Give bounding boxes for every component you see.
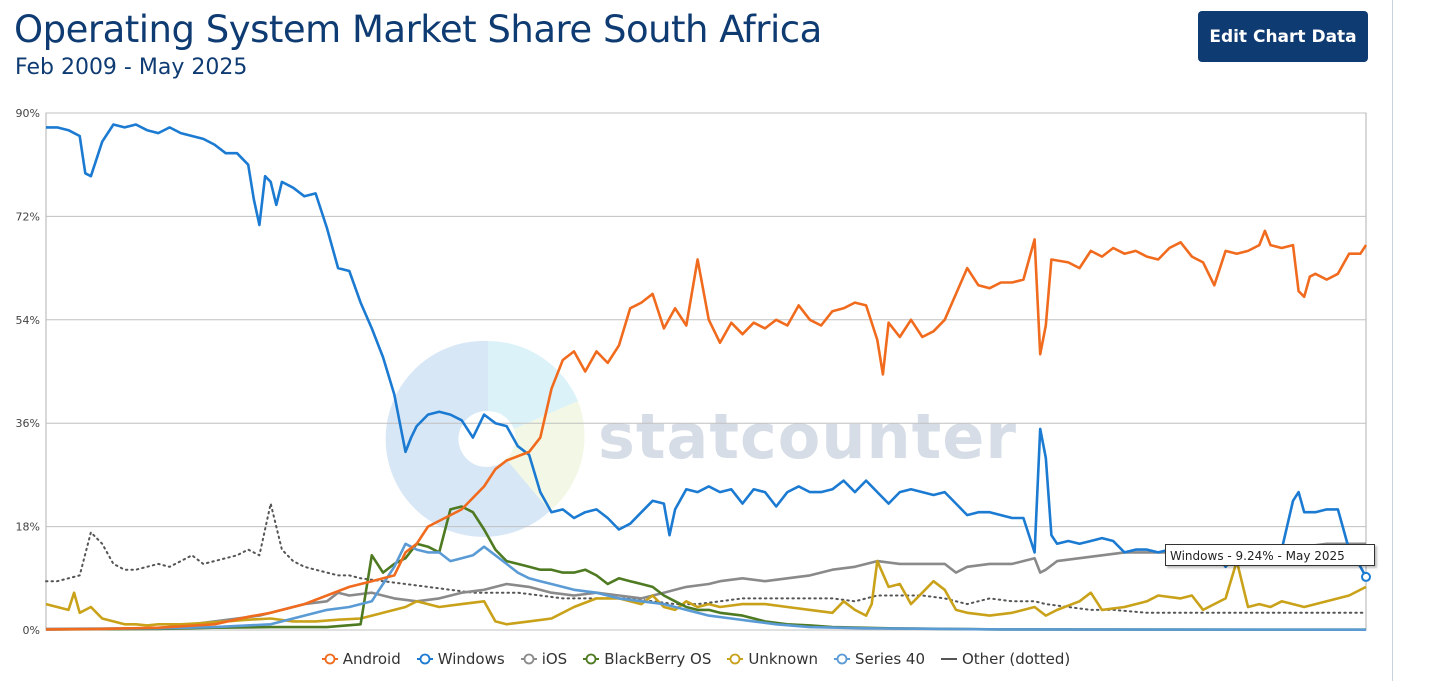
legend-symbol-icon xyxy=(520,653,537,665)
legend-symbol-icon xyxy=(727,653,744,665)
series-line-series-40[interactable] xyxy=(45,542,1367,632)
side-divider xyxy=(1392,0,1393,681)
y-tick-label: 18% xyxy=(16,521,40,534)
legend-item-blackberry-os[interactable]: BlackBerry OS xyxy=(583,650,711,668)
legend-symbol-icon xyxy=(321,653,338,665)
legend-label: Other (dotted) xyxy=(961,650,1071,668)
chart-legend: Android Windows iOS BlackBerry OS Unknown Ser… xyxy=(0,650,1392,668)
watermark-logo-segment xyxy=(385,340,550,537)
statcounter-watermark: statcounter xyxy=(385,340,1017,537)
series-line-other-dotted[interactable] xyxy=(45,502,1367,614)
y-tick-label: 0% xyxy=(23,624,40,637)
chart-grid xyxy=(45,112,1367,631)
series-lines xyxy=(45,123,1368,632)
legend-symbol-icon xyxy=(583,653,600,665)
series-line-windows[interactable] xyxy=(46,123,1368,578)
chart-subtitle: Feb 2009 - May 2025 xyxy=(15,55,248,80)
legend-item-android[interactable]: Android xyxy=(321,650,401,668)
hover-point-marker[interactable] xyxy=(1361,571,1371,582)
y-tick-label: 54% xyxy=(16,314,40,327)
legend-item-windows[interactable]: Windows xyxy=(416,650,505,668)
series-line-blackberry-os[interactable] xyxy=(45,505,1367,632)
legend-item-unknown[interactable]: Unknown xyxy=(727,650,818,668)
legend-label: Android xyxy=(342,650,401,668)
watermark-logo-segment xyxy=(488,341,578,429)
legend-symbol-icon xyxy=(416,653,433,665)
y-tick-label: 90% xyxy=(16,107,40,120)
line-chart: statcounter 0% 18% 36% 54% 72% 90% xyxy=(16,107,1371,637)
watermark-text: statcounter xyxy=(598,400,1017,473)
y-tick-label: 36% xyxy=(16,417,40,430)
legend-item-series-40[interactable]: Series 40 xyxy=(834,650,925,668)
watermark-logo-segment xyxy=(506,401,585,511)
y-tick-label: 72% xyxy=(16,210,40,223)
legend-symbol-icon xyxy=(834,653,850,665)
legend-label: iOS xyxy=(541,650,568,668)
legend-label: Windows xyxy=(437,650,505,668)
legend-item-ios[interactable]: iOS xyxy=(520,650,568,668)
legend-symbol-icon xyxy=(940,658,957,660)
chart-title: Operating System Market Share South Afri… xyxy=(14,8,822,51)
edit-chart-data-button[interactable]: Edit Chart Data xyxy=(1198,11,1368,62)
series-markers xyxy=(1361,571,1371,582)
series-line-android[interactable] xyxy=(45,229,1368,631)
legend-label: Series 40 xyxy=(855,650,925,668)
hover-tooltip: Windows - 9.24% - May 2025 xyxy=(1165,544,1375,566)
legend-label: Unknown xyxy=(748,650,818,668)
y-axis: 0% 18% 36% 54% 72% 90% xyxy=(16,107,40,637)
legend-item-other-dotted[interactable]: Other (dotted) xyxy=(940,650,1071,668)
legend-label: BlackBerry OS xyxy=(604,650,712,668)
